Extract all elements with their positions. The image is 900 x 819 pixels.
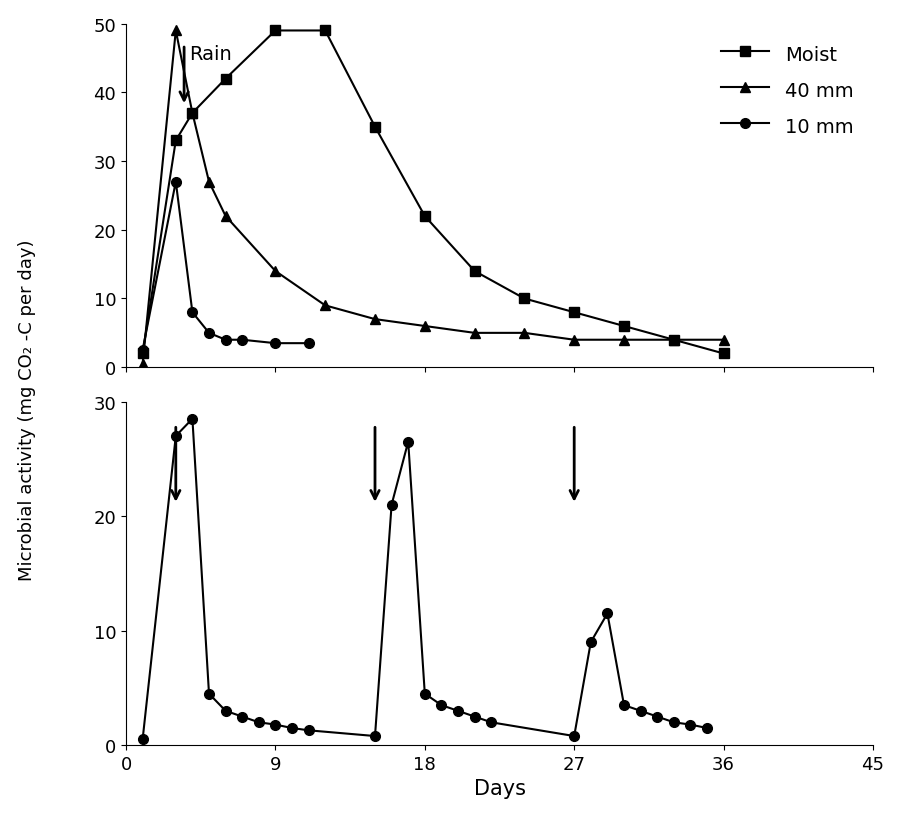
40 mm	[419, 322, 430, 332]
40 mm	[618, 336, 629, 346]
Moist	[220, 75, 231, 84]
40 mm	[220, 212, 231, 222]
40 mm	[187, 109, 198, 119]
10 mm	[303, 339, 314, 349]
Moist	[419, 212, 430, 222]
40 mm	[320, 301, 330, 311]
40 mm	[469, 328, 480, 338]
Text: Microbial activity (mg CO₂ -C per day): Microbial activity (mg CO₂ -C per day)	[18, 239, 36, 580]
Moist	[519, 294, 530, 304]
Moist	[669, 336, 680, 346]
Line: 40 mm: 40 mm	[138, 26, 728, 369]
40 mm	[203, 178, 214, 188]
Legend: Moist, 40 mm, 10 mm: Moist, 40 mm, 10 mm	[711, 34, 863, 147]
Moist	[569, 308, 580, 318]
40 mm	[170, 26, 181, 36]
40 mm	[137, 360, 148, 369]
10 mm	[203, 328, 214, 338]
Line: 10 mm: 10 mm	[138, 178, 313, 355]
40 mm	[270, 267, 281, 277]
Moist	[469, 267, 480, 277]
Line: Moist: Moist	[138, 26, 728, 359]
10 mm	[187, 308, 198, 318]
10 mm	[170, 178, 181, 188]
10 mm	[220, 336, 231, 346]
Moist	[320, 26, 330, 36]
10 mm	[137, 346, 148, 355]
Text: Rain: Rain	[189, 45, 232, 64]
Moist	[137, 349, 148, 359]
40 mm	[669, 336, 680, 346]
40 mm	[370, 314, 381, 324]
X-axis label: Days: Days	[473, 779, 526, 799]
40 mm	[718, 336, 729, 346]
10 mm	[237, 336, 248, 346]
40 mm	[569, 336, 580, 346]
Moist	[270, 26, 281, 36]
Moist	[618, 322, 629, 332]
Moist	[170, 136, 181, 146]
10 mm	[270, 339, 281, 349]
40 mm	[519, 328, 530, 338]
Moist	[187, 109, 198, 119]
Moist	[718, 349, 729, 359]
Moist	[370, 123, 381, 133]
